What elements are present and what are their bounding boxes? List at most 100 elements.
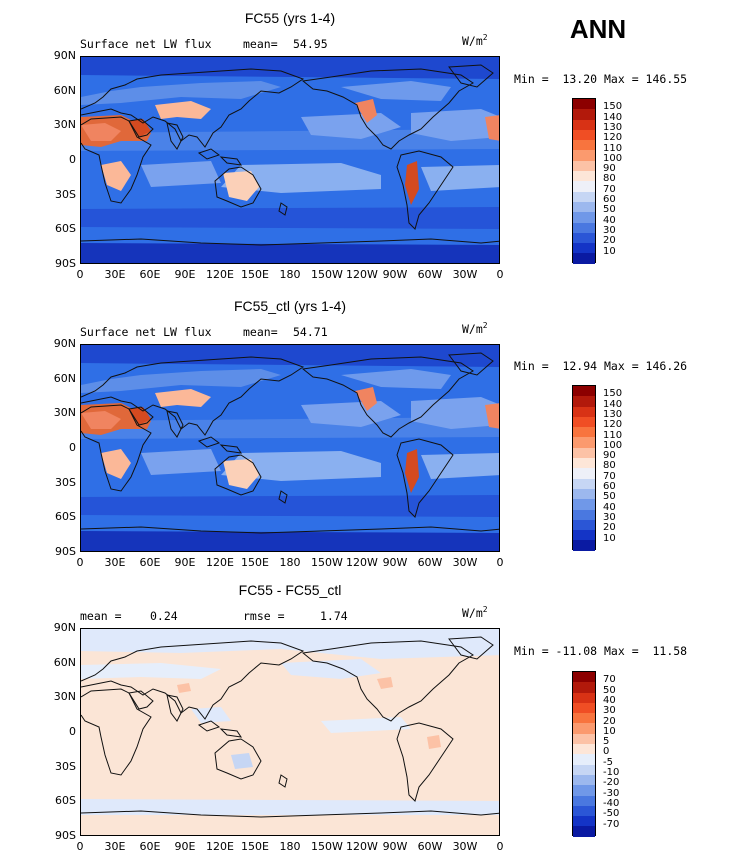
lat-tick-label: 30S	[55, 475, 76, 489]
polar-band-south	[81, 531, 499, 551]
colorbar-label: 90	[603, 450, 616, 462]
south-america-positive	[427, 735, 441, 749]
colorbar-swatch	[573, 232, 595, 244]
colorbar-swatch	[573, 396, 595, 407]
coastline-6	[214, 454, 262, 496]
colorbar-swatch	[573, 222, 595, 233]
lon-tick-label: 150W	[311, 556, 343, 569]
colorbar-label: 130	[603, 121, 623, 133]
arabia-hot	[129, 407, 151, 425]
southern-africa	[101, 161, 131, 191]
lat-tick-label: 30N	[53, 118, 76, 132]
coastline-0	[81, 116, 152, 204]
lon-tick-label: 0	[496, 556, 504, 569]
southern-africa	[101, 449, 131, 479]
arabia-hot	[129, 119, 151, 137]
lon-tick-label: 150E	[241, 840, 269, 853]
lon-tick-label: 0	[76, 268, 84, 281]
lat-tick-label: 90S	[55, 829, 76, 842]
lon-tick-label: 30E	[104, 840, 126, 853]
lon-tick-label: 150W	[311, 840, 343, 853]
lon-tick-label: 150E	[241, 556, 269, 569]
lon-tick-label: 150E	[241, 268, 269, 281]
colorbar-label: 150	[603, 388, 623, 400]
lat-tick-label: 90N	[53, 621, 76, 634]
colorbar-swatch	[573, 129, 595, 141]
canada	[341, 369, 451, 389]
coastline-5	[219, 156, 243, 166]
coastline-0	[81, 404, 152, 492]
colorbar-swatch	[573, 540, 595, 551]
coastline-4	[197, 720, 221, 732]
andes-hot	[405, 449, 419, 493]
andes-hot	[405, 161, 419, 205]
coastline-3	[166, 694, 184, 722]
subtropic-south-atlantic	[421, 165, 499, 191]
colorbar-label: -20	[603, 777, 620, 789]
colorbar-label: 30	[603, 511, 616, 523]
southern-ocean-band	[81, 495, 499, 517]
colorbar-label: 80	[603, 460, 616, 472]
map-plot	[80, 344, 500, 552]
colorbar-label: 50	[603, 491, 616, 503]
lon-tick-label: 90E	[174, 840, 196, 853]
colorbar-swatch	[573, 744, 595, 755]
colorbar-swatch	[573, 764, 595, 775]
coastline-11	[81, 238, 499, 246]
colorbar-label: 100	[603, 152, 623, 164]
units-label: W/m2	[462, 605, 488, 620]
panel-title: FC55_ctl (yrs 1-4)	[233, 298, 347, 314]
coastline-10	[396, 438, 454, 518]
mean-label: mean =	[80, 609, 122, 623]
coastline-7	[278, 490, 288, 504]
coastline-2	[128, 690, 154, 710]
mean-value: 0.24	[150, 609, 178, 623]
colorbar-label: 110	[603, 429, 623, 441]
colorbar-swatch	[573, 754, 595, 765]
coastline-9	[448, 636, 494, 660]
lon-tick-label: 120W	[346, 840, 378, 853]
colorbar-label: 120	[603, 132, 623, 144]
southern-ocean-negative	[81, 799, 499, 815]
colorbar-swatch	[573, 191, 595, 202]
equatorial-pacific-negative	[321, 717, 411, 733]
colorbar-label: 150	[603, 101, 623, 113]
central-asia	[155, 101, 211, 119]
colorbar-swatch	[573, 826, 595, 837]
colorbar-label: 50	[603, 684, 616, 696]
lon-tick-label: 90E	[174, 556, 196, 569]
min-max-label: Min = 13.20 Max = 146.55	[514, 72, 688, 86]
colorbar-label: 30	[603, 224, 616, 236]
australia-negative	[231, 753, 253, 769]
colorbar-label: 70	[603, 470, 616, 482]
colorbar-swatch	[573, 692, 595, 703]
colorbar-swatch	[573, 427, 595, 438]
coastline-1	[81, 356, 305, 436]
lon-tick-label: 60E	[139, 556, 161, 569]
subtropic-north-pacific	[301, 113, 401, 139]
coastline-4	[197, 436, 221, 448]
colorbar-swatch	[573, 150, 595, 161]
colorbar-swatch	[573, 201, 595, 213]
colorbar-swatch	[573, 478, 595, 489]
coastline-9	[448, 64, 494, 88]
lat-tick-label: 0	[69, 725, 76, 738]
lon-tick-label: 30E	[104, 556, 126, 569]
lon-tick-label: 30W	[452, 268, 478, 281]
panel-difference: FC55 - FC55_ctl mean = 0.24 rmse = 1.74 …	[0, 576, 733, 866]
colorbar-label: -50	[603, 808, 620, 820]
colorbar-label: 40	[603, 694, 616, 706]
lon-tick-label: 120E	[206, 268, 234, 281]
sahara-east-edge	[485, 115, 499, 141]
colorbar-label: 20	[603, 715, 616, 727]
coastline-3	[166, 410, 184, 438]
colorbar-swatch	[573, 243, 595, 254]
coastline-7	[278, 774, 288, 788]
canada	[341, 81, 451, 101]
lon-tick-label: 180	[279, 268, 301, 281]
us-southwest	[355, 99, 377, 123]
lon-tick-label: 0	[76, 840, 84, 853]
colorbar-label: 10	[603, 245, 616, 257]
colorbar-swatch	[573, 519, 595, 531]
colorbar-label: 90	[603, 163, 616, 175]
